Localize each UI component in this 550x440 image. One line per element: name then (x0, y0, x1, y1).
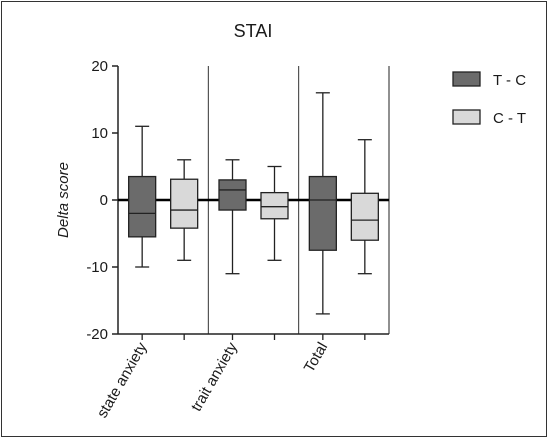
x-category-label: Total (301, 340, 332, 376)
box-rect (260, 191, 289, 220)
legend-swatch (452, 109, 481, 125)
box-rect (218, 179, 247, 211)
plot-area: -20 -10 0 10 20 state anxiety trait anxiety Tot… (86, 58, 390, 421)
x-category-label: trait anxiety (188, 339, 241, 414)
legend: T - C C - T (452, 71, 526, 127)
box-C-T-1 (260, 165, 289, 261)
y-tick-label: 0 (100, 192, 108, 209)
box-C-T-2 (350, 139, 379, 275)
y-tick-label: 10 (91, 125, 108, 142)
box-T-C-2 (308, 92, 337, 315)
box-rect (350, 192, 379, 241)
y-axis-label: Delta score (55, 162, 72, 238)
legend-swatch (452, 71, 481, 87)
chart-title: STAI (234, 21, 273, 41)
box-T-C-1 (218, 159, 247, 275)
box-T-C-0 (128, 125, 157, 268)
y-tick-label: -20 (86, 326, 108, 343)
box-rect (170, 178, 199, 229)
legend-label: T - C (493, 72, 526, 89)
box-rect (308, 175, 337, 251)
y-tick-label: -10 (86, 259, 108, 276)
box-C-T-0 (170, 159, 199, 261)
x-category-label: state anxiety (94, 339, 151, 421)
y-tick-label: 20 (91, 58, 108, 75)
box-rect (128, 175, 157, 238)
legend-label: C - T (493, 110, 526, 127)
